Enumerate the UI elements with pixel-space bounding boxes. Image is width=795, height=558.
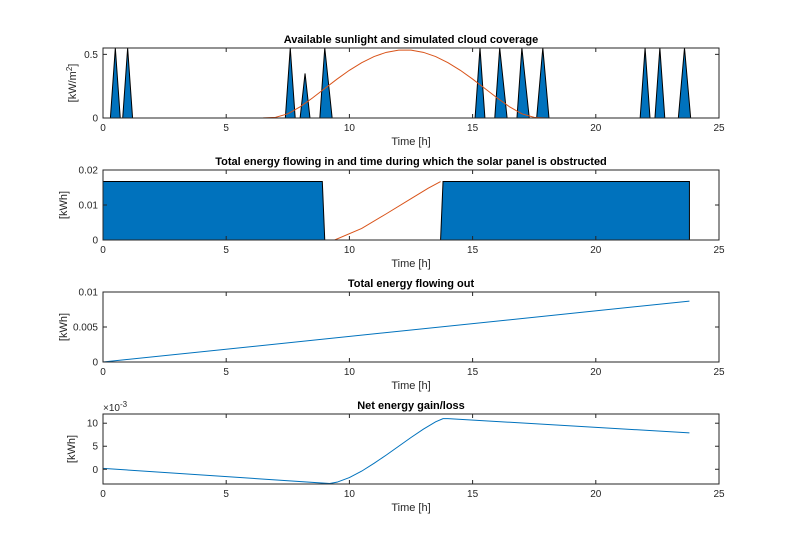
- y-exponent-label: ×10-3: [103, 400, 128, 414]
- plot-area: [103, 414, 719, 484]
- chart-title: Net energy gain/loss: [357, 400, 465, 412]
- y-tick-label: 0: [92, 465, 98, 476]
- y-axis-label: [kWh]: [58, 313, 70, 341]
- chart-title: Available sunlight and simulated cloud c…: [284, 34, 539, 46]
- x-tick-label: 25: [713, 245, 725, 256]
- chart-title: Total energy flowing in and time during …: [215, 156, 607, 168]
- x-tick-label: 0: [100, 245, 106, 256]
- x-tick-label: 0: [100, 123, 106, 134]
- x-axis-label: Time [h]: [391, 502, 430, 514]
- y-tick-label: 0: [92, 114, 98, 125]
- y-tick-label: 0.01: [79, 201, 99, 212]
- line-series-2: [103, 49, 695, 118]
- x-tick-label: 5: [223, 245, 229, 256]
- x-tick-label: 20: [590, 123, 602, 134]
- axes-box: [102, 413, 720, 485]
- x-tick-label: 25: [713, 367, 725, 378]
- x-tick-label: 25: [713, 489, 725, 500]
- x-tick-label: 15: [467, 489, 479, 500]
- line-series-1: [103, 300, 690, 362]
- x-tick-label: 10: [344, 367, 356, 378]
- y-axis-label: [kWh]: [66, 435, 78, 463]
- x-tick-label: 20: [590, 245, 602, 256]
- x-axis-label: Time [h]: [391, 258, 430, 270]
- y-tick-label: 0.005: [73, 323, 98, 334]
- area-series-1: [103, 48, 695, 118]
- y-tick-label: 0.5: [84, 50, 98, 61]
- subplot-2: 0 5 10 15 20 25 0 0.01 0.02 Total energy flowing …: [58, 156, 725, 270]
- y-tick-label: 0.01: [79, 288, 99, 299]
- subplot-3: 0 5 10 15 20 25 0 0.005 0.01 Total energy flowing…: [58, 278, 725, 392]
- y-axis-label: [kWh]: [58, 191, 70, 219]
- area-series-1: [103, 181, 690, 240]
- x-tick-label: 10: [344, 245, 356, 256]
- y-tick-label: 0: [92, 358, 98, 369]
- x-tick-label: 25: [713, 123, 725, 134]
- y-axis-label: [kW/m2]: [65, 64, 79, 103]
- subplot-1: 0 5 10 15 20 25 0 0.5 Available sunlight and sim…: [65, 34, 725, 148]
- y-tick-label: 10: [87, 419, 99, 430]
- x-tick-label: 5: [223, 489, 229, 500]
- line-series-1: [103, 418, 690, 484]
- data-layer: [103, 418, 690, 484]
- y-tick-label: 0.02: [79, 166, 99, 177]
- x-tick-label: 10: [344, 489, 356, 500]
- x-tick-label: 15: [467, 245, 479, 256]
- y-tick-label: 0: [92, 236, 98, 247]
- x-tick-label: 5: [223, 367, 229, 378]
- data-layer: [103, 300, 690, 362]
- chart-title: Total energy flowing out: [348, 278, 475, 290]
- axes-box: [102, 47, 720, 119]
- x-tick-label: 15: [467, 367, 479, 378]
- x-axis-label: Time [h]: [391, 380, 430, 392]
- x-axis-label: Time [h]: [391, 136, 430, 148]
- line-series-2: [334, 181, 441, 240]
- y-tick-label: 5: [92, 442, 98, 453]
- x-tick-label: 0: [100, 367, 106, 378]
- plot-area: [103, 292, 719, 362]
- x-tick-label: 10: [344, 123, 356, 134]
- x-tick-label: 15: [467, 123, 479, 134]
- data-layer: [103, 181, 690, 240]
- plot-area: [103, 48, 719, 118]
- data-layer: [103, 48, 695, 118]
- x-tick-label: 20: [590, 367, 602, 378]
- x-tick-label: 5: [223, 123, 229, 134]
- x-tick-label: 0: [100, 489, 106, 500]
- x-tick-label: 20: [590, 489, 602, 500]
- subplot-4: 0 5 10 15 20 25 0 5 10 ×10-3 Net energy gain/loss T…: [66, 400, 725, 514]
